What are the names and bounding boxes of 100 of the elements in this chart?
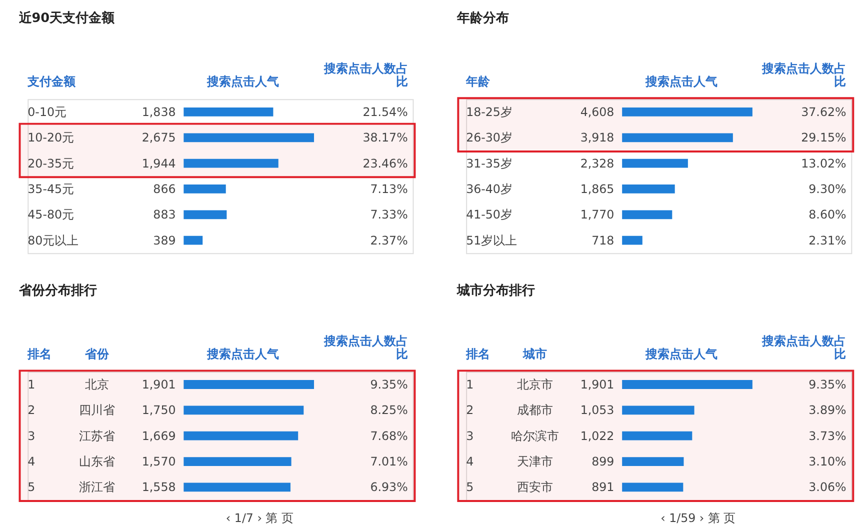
bar [184,108,274,116]
y-tick-label: 10-20元 [28,130,74,145]
text: 搜索点击人数占比 [322,334,408,361]
data-label: 1,669 [142,428,176,443]
text: 搜索点击人数占比 [761,334,846,361]
text: 21.54% [362,104,408,119]
bar [184,133,314,142]
text: 1 [466,377,474,392]
data-label: 2,675 [142,130,176,145]
data-label: 1,558 [142,480,176,494]
text: 排名 [26,346,52,361]
text: 7.01% [370,454,408,468]
x-axis-title: 搜索点击人气 [644,346,718,361]
text: 年龄分布 [456,11,510,26]
text: 7.68% [370,428,408,443]
text: 9.35% [370,377,408,392]
data-label: 1,865 [580,182,614,196]
y-tick-label: 18-25岁 [466,104,512,119]
bar [622,108,752,116]
bar [184,236,203,245]
text: 3.10% [808,454,846,468]
text: 近90天支付金额 [18,10,116,26]
text: 3 [28,428,36,443]
y-tick-label: 成都市 [517,403,554,418]
y-axis-title: 支付金额 [26,74,77,88]
y-tick-label: 山东省 [78,454,115,468]
text: ‹ 1/7 › 第 页 [226,510,294,525]
text: 3.73% [808,428,846,443]
text: 23.46% [362,156,408,170]
y-tick-label: 北京市 [517,377,554,392]
text: 38.17% [362,130,408,145]
data-label: 899 [592,454,614,468]
bar [622,236,642,245]
data-label: 2,328 [580,156,614,170]
text: 5 [466,480,474,494]
data-label: 4,608 [580,104,614,119]
data-label: 891 [592,480,614,494]
y-tick-label: 北京 [84,377,109,392]
data-label: 389 [153,233,176,248]
bar [622,133,733,142]
x-axis-title: 搜索点击人气 [206,346,279,361]
data-label: 1,901 [580,377,614,392]
text: 城市分布排行 [456,282,536,299]
text: 2 [28,403,36,418]
text: 省份分布排行 [18,284,97,299]
data-label: 1,022 [580,428,614,443]
text: 2.31% [808,233,846,248]
text: 9.35% [808,377,846,392]
data-label: 1,944 [142,156,176,170]
text: 5 [28,480,36,494]
x-axis-title: 搜索点击人气 [644,74,718,88]
text: 7.13% [370,182,408,196]
y-tick-label: 31-35岁 [466,156,512,170]
bar [622,210,672,220]
bar [622,431,692,440]
y-tick-label: 浙江省 [78,480,115,494]
bar [622,482,684,492]
y-axis-title: 省份 [84,346,110,361]
bar [622,380,752,389]
y-tick-label: 80元以上 [28,233,79,248]
y-tick-label: 天津市 [517,454,554,468]
y-axis-title: 城市 [522,346,548,361]
text: 搜索点击人数占比 [761,61,846,88]
text: 4 [466,454,474,468]
y-axis-title: 年龄 [465,74,492,88]
data-label: 1,750 [142,403,176,418]
x-axis-title: 搜索点击人气 [206,74,279,88]
text: 3 [466,428,474,443]
text: 8.60% [808,208,846,222]
bar [622,406,694,415]
y-tick-label: 41-50岁 [466,208,512,222]
data-label: 883 [153,208,176,222]
text: 7.33% [370,208,408,222]
text: 排名 [465,346,490,361]
bar [184,210,227,220]
text: 6.93% [370,480,408,494]
text: 2.37% [370,233,408,248]
text: 9.30% [808,182,846,196]
text: 4 [28,454,36,468]
y-tick-label: 四川省 [78,403,115,418]
data-label: 1,901 [142,377,176,392]
bar [184,158,278,168]
bar [184,184,226,194]
data-label: 3,918 [580,130,614,145]
y-tick-label: 哈尔滨市 [511,428,560,443]
y-tick-label: 51岁以上 [466,233,518,248]
text: ‹ 1/59 › 第 页 [660,510,736,525]
y-tick-label: 36-40岁 [466,182,512,196]
text: 8.25% [370,403,408,418]
y-tick-label: 45-80元 [28,208,74,222]
y-tick-label: 江苏省 [78,428,115,443]
data-label: 866 [153,182,176,196]
y-tick-label: 20-35元 [28,156,74,170]
text: 2 [466,403,474,418]
y-tick-label: 西安市 [517,480,554,494]
text: 1 [28,377,36,392]
y-tick-label: 35-45元 [28,182,74,196]
bar [622,158,688,168]
data-label: 718 [592,233,614,248]
y-tick-label: 26-30岁 [466,130,512,145]
